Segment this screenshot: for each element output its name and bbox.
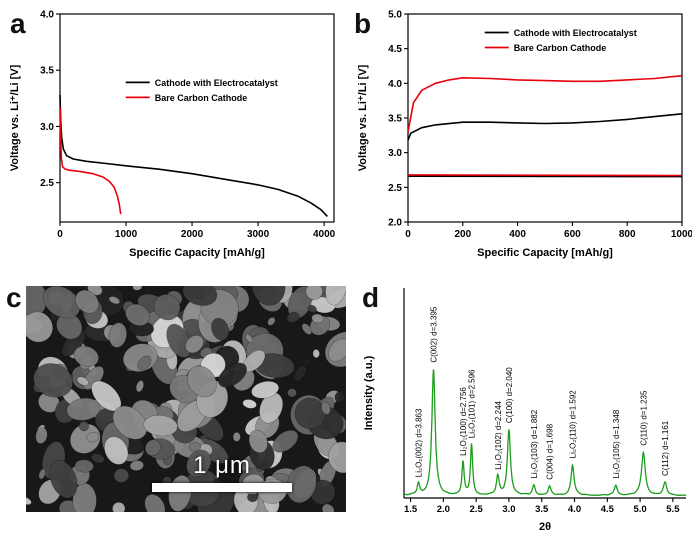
svg-text:2.5: 2.5 [470,504,484,515]
panel-b-label: b [354,8,372,39]
svg-text:Specific Capacity [mAh/g]: Specific Capacity [mAh/g] [477,247,613,259]
svg-text:400: 400 [509,229,526,240]
svg-text:3.5: 3.5 [40,66,54,77]
svg-text:3.5: 3.5 [388,114,402,125]
svg-text:C(002) d=3.395: C(002) d=3.395 [430,306,439,362]
svg-text:Li₂O₂(105) d=1.348: Li₂O₂(105) d=1.348 [612,409,621,478]
svg-text:Li₂O₂(100) d=2.756: Li₂O₂(100) d=2.756 [459,387,468,456]
panel-d-label: d [362,282,380,313]
svg-text:3.0: 3.0 [40,122,54,133]
svg-text:4000: 4000 [313,229,336,240]
panel-a-label: a [10,8,26,39]
svg-text:Li₂O₂(110) d=1.592: Li₂O₂(110) d=1.592 [569,390,578,459]
panel-d-xrd-chart: 1.5 2.0 2.5 3.0 3.5 4.0 4.5 5.0 5.5 2θ Intensity (… [363,288,687,533]
svg-text:4.5: 4.5 [601,504,615,515]
svg-text:Bare Carbon Cathode: Bare Carbon Cathode [155,93,248,103]
svg-text:2.0: 2.0 [388,218,402,229]
panel-b-charge-chart: 0 200 400 600 800 1000 2.0 2.5 3.0 3.5 4.0 4.5 5.0 Sp… [357,10,692,260]
svg-text:4.0: 4.0 [568,504,581,515]
svg-text:600: 600 [564,229,581,240]
svg-text:5.0: 5.0 [633,504,646,515]
panel-c-label: c [6,282,22,313]
svg-text:5.5: 5.5 [666,504,680,515]
svg-text:Bare Carbon Cathode: Bare Carbon Cathode [514,43,607,53]
svg-text:1000: 1000 [115,229,138,240]
svg-text:C(112) d=1.161: C(112) d=1.161 [661,420,670,476]
svg-text:Li₂O₂(101) d=2.596: Li₂O₂(101) d=2.596 [468,369,477,438]
svg-text:3.0: 3.0 [502,504,515,515]
sem-image [26,286,346,512]
svg-text:2θ: 2θ [539,521,551,533]
svg-text:Voltage vs. Li⁺/Li [V]: Voltage vs. Li⁺/Li [V] [357,64,369,171]
svg-text:2000: 2000 [181,229,204,240]
svg-text:Cathode with Electrocatalyst: Cathode with Electrocatalyst [155,78,278,88]
svg-text:Intensity (a.u.): Intensity (a.u.) [363,355,375,430]
svg-text:200: 200 [454,229,471,240]
svg-text:4.0: 4.0 [388,79,402,90]
svg-text:1000: 1000 [671,229,692,240]
svg-text:3000: 3000 [247,229,270,240]
panel-a-discharge-chart: 0 1000 2000 3000 4000 2.5 3.0 3.5 4.0 Specific Ca… [9,10,336,260]
svg-text:0: 0 [57,229,63,240]
sem-scale-bar: 1 μm [152,452,292,492]
svg-text:0: 0 [405,229,411,240]
svg-text:2.0: 2.0 [437,504,450,515]
svg-text:5.0: 5.0 [388,10,402,21]
svg-text:C(004) d=1.698: C(004) d=1.698 [546,423,555,479]
svg-text:3.5: 3.5 [535,504,549,515]
svg-text:Voltage vs. Li⁺/Li [V]: Voltage vs. Li⁺/Li [V] [9,64,21,171]
svg-text:C(100) d=2.040: C(100) d=2.040 [505,367,514,423]
svg-text:800: 800 [619,229,636,240]
svg-text:Li₂O₂(002) d=3.863: Li₂O₂(002) d=3.863 [414,408,423,477]
svg-text:2.5: 2.5 [388,183,402,194]
svg-text:3.0: 3.0 [388,148,402,159]
svg-text:4.5: 4.5 [388,44,402,55]
svg-text:1.5: 1.5 [404,504,418,515]
svg-text:Li₂O₂(103) d=1.882: Li₂O₂(103) d=1.882 [530,409,539,478]
sem-scale-bar-line [152,483,292,492]
svg-text:4.0: 4.0 [40,10,54,21]
svg-text:Cathode with Electrocatalyst: Cathode with Electrocatalyst [514,28,637,38]
svg-text:2.5: 2.5 [40,178,54,189]
svg-text:Li₂O₂(102) d=2.244: Li₂O₂(102) d=2.244 [494,400,503,469]
sem-scale-bar-label: 1 μm [193,452,251,479]
svg-text:C(110) d=1.235: C(110) d=1.235 [639,390,648,446]
svg-text:Specific Capacity [mAh/g]: Specific Capacity [mAh/g] [129,247,265,259]
